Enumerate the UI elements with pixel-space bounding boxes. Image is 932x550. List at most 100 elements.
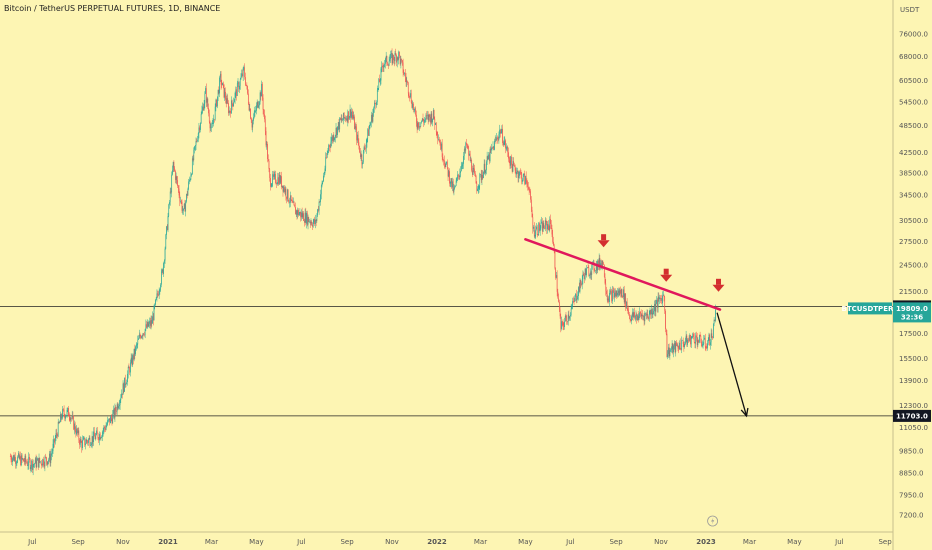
candle-body [40, 461, 41, 463]
candle-body [685, 335, 687, 342]
candle-body [247, 93, 249, 104]
candle-body [141, 336, 143, 337]
candle-body [595, 270, 596, 271]
candle-body [14, 457, 16, 461]
candle-body [315, 219, 317, 222]
candle-body [463, 149, 465, 156]
candle-body [424, 119, 426, 120]
candle-body [87, 441, 89, 443]
candle-body [521, 173, 523, 182]
candle-body [508, 158, 510, 161]
time-tick-label: Sep [878, 538, 892, 546]
level-price-badge [893, 409, 931, 422]
candle-body [460, 171, 461, 173]
candle-body [495, 139, 497, 141]
candle-body [262, 97, 264, 110]
price-tick-label: 17500.0 [899, 330, 928, 338]
candle-body [256, 105, 257, 111]
candle-body [48, 459, 49, 462]
candle-body [684, 343, 685, 347]
candle-body [512, 161, 514, 172]
candle-body [508, 152, 509, 159]
candle-body [665, 310, 666, 329]
candle-body [707, 343, 708, 349]
candle-body [683, 343, 685, 347]
candle-body [309, 221, 310, 223]
candle-body [231, 100, 232, 114]
candle-body [110, 416, 112, 419]
candle-body [567, 321, 568, 323]
candle-body [275, 174, 276, 184]
candle-body [326, 153, 328, 158]
candle-body [107, 420, 108, 425]
candle-body [544, 220, 546, 229]
candle-body [438, 139, 440, 143]
candle-body [469, 153, 470, 156]
candle-body [169, 191, 171, 203]
candle-body [83, 437, 85, 439]
candle-body [273, 174, 274, 177]
candle-body [121, 393, 123, 395]
candle-body [569, 316, 571, 319]
candle-body [9, 456, 11, 457]
candle-body [203, 103, 205, 111]
down-arrow-marker [712, 278, 725, 292]
candle-body [494, 139, 496, 142]
candle-body [113, 409, 114, 414]
candle-body [99, 434, 101, 440]
candle-body [103, 426, 105, 431]
candle-body [208, 113, 210, 122]
candle-body [465, 142, 467, 151]
candle-body [19, 456, 21, 459]
candle-body [57, 422, 59, 437]
candle-body [527, 182, 528, 187]
candle-body [387, 63, 388, 65]
candle-body [464, 149, 466, 151]
candle-body [249, 108, 251, 111]
candle-body [124, 377, 126, 385]
candle-body [654, 304, 656, 312]
candle-body [295, 210, 297, 215]
candle-body [357, 134, 358, 141]
candle-body [291, 200, 293, 202]
candle-body [609, 292, 610, 302]
candle-body [332, 137, 333, 141]
candle-body [379, 79, 380, 83]
candle-body [184, 203, 186, 212]
time-tick-label: Nov [385, 538, 399, 546]
candle-body [280, 176, 282, 183]
candle-body [570, 308, 572, 316]
candle-body [667, 354, 669, 357]
candle-body [516, 172, 517, 175]
candle-body [134, 348, 136, 355]
candle-body [589, 272, 591, 276]
candle-body [165, 234, 167, 249]
candle-body [432, 110, 434, 119]
candle-body [101, 436, 103, 438]
candle-body [650, 310, 652, 315]
candle-body [302, 213, 304, 217]
candle-body [236, 89, 237, 96]
projection-arrow-line [716, 312, 748, 417]
candle-body [533, 226, 534, 229]
candle-body [195, 141, 197, 146]
price-tick-label: 42500.0 [899, 149, 928, 157]
candle-body [601, 260, 603, 268]
candle-body [469, 153, 471, 161]
candle-body [404, 73, 405, 75]
candle-body [319, 201, 321, 203]
candle-body [492, 146, 494, 148]
candle-body [199, 127, 201, 130]
candle-body [673, 343, 675, 346]
candle-body [458, 175, 460, 177]
candle-body [474, 169, 475, 174]
candle-body [435, 122, 436, 126]
candle-body [337, 126, 338, 135]
candle-body [205, 88, 207, 103]
candle-body [480, 174, 481, 175]
candle-body [633, 312, 635, 317]
candle-body [146, 324, 147, 328]
candle-body [331, 137, 332, 142]
candle-body [60, 414, 61, 423]
